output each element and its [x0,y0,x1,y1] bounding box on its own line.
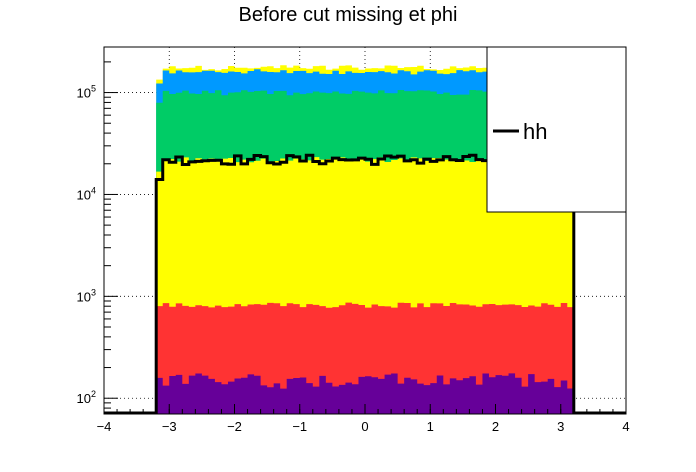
legend: hh [486,46,627,213]
axes: −4 −3 −2 −1 0 1 2 3 4 102 103 104 105 [77,61,630,434]
x-tick-label: 1 [427,419,434,434]
y-tick-label: 103 [77,287,96,304]
x-tick-label: −3 [162,419,177,434]
legend-label: hh [523,119,547,144]
y-tick-label: 102 [77,389,96,406]
y-tick-label: 105 [77,84,96,101]
x-tick-label: 2 [492,419,499,434]
stack-layer-0 [156,373,574,414]
x-tick-label: 0 [361,419,368,434]
x-tick-label: −4 [97,419,112,434]
x-tick-label: −1 [292,419,307,434]
x-tick-label: 4 [622,419,629,434]
chart-title: Before cut missing et phi [238,4,458,26]
x-tick-label: 3 [557,419,564,434]
y-tick-label: 104 [77,185,96,202]
x-tick-label: −2 [227,419,242,434]
